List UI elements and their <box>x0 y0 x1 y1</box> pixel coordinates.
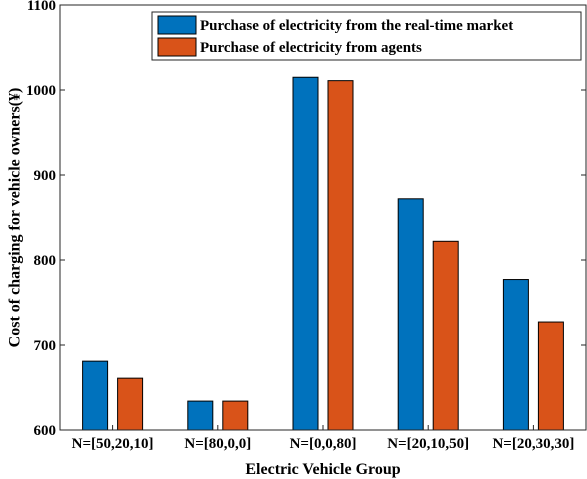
legend-swatch-agents <box>157 37 197 57</box>
legend-label-agents: Purchase of electricity from agents <box>200 40 422 56</box>
legend: Purchase of electricity from the real-ti… <box>151 11 582 61</box>
bars-layer <box>82 76 564 431</box>
bar-real-time-market-1 <box>187 400 214 431</box>
bar-real-time-market-4 <box>502 279 529 431</box>
x-tick-label: N=[0,0,80] <box>290 436 357 452</box>
bar-agents-1 <box>222 400 249 431</box>
y-tick-label: 1000 <box>26 83 56 99</box>
y-tick-label: 700 <box>34 338 57 354</box>
x-axis-title: Electric Vehicle Group <box>245 461 400 478</box>
bar-real-time-market-3 <box>397 198 424 431</box>
y-axis-title: Cost of charging for vehicle owners(¥) <box>7 88 24 348</box>
legend-swatch-real-time-market <box>157 15 197 35</box>
x-tick-label: N=[20,30,30] <box>492 436 574 452</box>
bar-agents-4 <box>537 321 564 431</box>
bar-real-time-market-0 <box>82 360 109 431</box>
legend-box <box>151 11 582 61</box>
x-tick-label: N=[50,20,10] <box>72 436 154 452</box>
x-tick-label: N=[20,10,50] <box>387 436 469 452</box>
ticks-layer: N=[50,20,10] N=[80,0,0] N=[0,0,80] N=[20,10… <box>26 0 586 452</box>
y-tick-label: 1100 <box>27 0 56 14</box>
bar-agents-0 <box>117 377 144 431</box>
bar-agents-3 <box>432 240 459 431</box>
y-tick-label: 900 <box>34 168 57 184</box>
y-tick-label: 800 <box>34 253 57 269</box>
y-tick-label: 600 <box>34 423 57 439</box>
legend-label-real-time-market: Purchase of electricity from the real-ti… <box>200 18 513 34</box>
bar-real-time-market-2 <box>292 76 319 431</box>
bar-agents-2 <box>327 80 354 431</box>
x-tick-label: N=[80,0,0] <box>184 436 251 452</box>
